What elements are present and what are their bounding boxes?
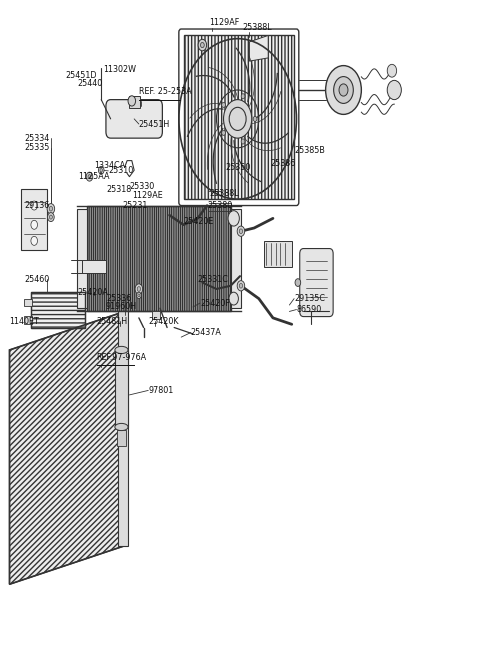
Text: 97801: 97801 — [148, 386, 174, 395]
Circle shape — [228, 211, 240, 226]
Text: 1129AE: 1129AE — [132, 191, 163, 200]
Text: 25460: 25460 — [24, 275, 50, 284]
Text: 86590: 86590 — [297, 305, 322, 314]
Text: 25331C: 25331C — [198, 275, 228, 284]
Text: 25335: 25335 — [24, 143, 50, 152]
Text: 91960H: 91960H — [106, 303, 137, 312]
Circle shape — [387, 64, 396, 77]
Circle shape — [222, 130, 226, 136]
Text: 25330: 25330 — [130, 182, 155, 191]
Bar — [77, 209, 87, 309]
Polygon shape — [250, 35, 268, 61]
FancyBboxPatch shape — [300, 248, 333, 316]
Text: 25420A: 25420A — [78, 288, 108, 297]
Circle shape — [253, 117, 257, 121]
Circle shape — [224, 100, 252, 138]
Circle shape — [136, 292, 141, 299]
Circle shape — [201, 43, 204, 48]
Text: 1140ET: 1140ET — [10, 316, 39, 326]
Circle shape — [137, 287, 141, 291]
Text: 25350: 25350 — [225, 162, 251, 172]
Text: 1334CA: 1334CA — [94, 161, 125, 170]
Circle shape — [135, 284, 143, 294]
Circle shape — [100, 168, 103, 172]
Text: 25334: 25334 — [24, 134, 50, 143]
Circle shape — [31, 220, 37, 229]
Circle shape — [49, 206, 53, 211]
Circle shape — [237, 226, 245, 236]
Circle shape — [86, 172, 93, 181]
Text: 25388L: 25388L — [242, 22, 272, 31]
Bar — [31, 292, 85, 328]
Text: 25318: 25318 — [106, 185, 131, 194]
Circle shape — [239, 229, 242, 234]
Bar — [87, 206, 230, 312]
Text: 1125AA: 1125AA — [78, 172, 109, 181]
Text: 25420K: 25420K — [148, 316, 179, 326]
Circle shape — [237, 280, 245, 291]
Circle shape — [31, 236, 37, 246]
Text: 29136: 29136 — [24, 201, 50, 210]
Text: 25420E: 25420E — [183, 217, 214, 226]
Polygon shape — [83, 260, 106, 273]
Bar — [230, 209, 241, 309]
Circle shape — [334, 77, 353, 103]
Circle shape — [339, 84, 348, 96]
Text: 11302W: 11302W — [104, 65, 137, 74]
Text: REF. 25-253A: REF. 25-253A — [139, 86, 192, 96]
Bar — [152, 312, 160, 319]
Bar — [129, 96, 140, 108]
Text: REF.97-976A: REF.97-976A — [96, 352, 147, 362]
Circle shape — [98, 166, 104, 174]
Bar — [117, 430, 126, 446]
Text: 25437A: 25437A — [191, 328, 221, 337]
Circle shape — [128, 96, 135, 106]
Polygon shape — [10, 312, 125, 584]
Circle shape — [48, 213, 54, 221]
Text: 25451D: 25451D — [65, 71, 96, 81]
Text: 25380: 25380 — [207, 201, 232, 210]
Bar — [118, 312, 128, 546]
Circle shape — [198, 39, 206, 51]
Text: 25420F: 25420F — [200, 299, 230, 308]
Text: 25385B: 25385B — [294, 147, 325, 155]
Circle shape — [239, 284, 242, 288]
Bar — [24, 316, 32, 324]
Circle shape — [49, 215, 52, 219]
Text: 25388L: 25388L — [209, 189, 239, 198]
Text: 25336: 25336 — [106, 294, 131, 303]
Circle shape — [31, 201, 37, 210]
Text: 29135C: 29135C — [294, 294, 325, 303]
Text: 25481H: 25481H — [96, 316, 128, 326]
Circle shape — [229, 292, 239, 305]
FancyBboxPatch shape — [106, 100, 162, 138]
Text: 25440: 25440 — [78, 79, 103, 88]
Circle shape — [325, 66, 361, 115]
Circle shape — [222, 102, 226, 107]
Circle shape — [241, 94, 245, 99]
Bar — [183, 35, 294, 199]
Ellipse shape — [115, 346, 128, 354]
Text: 1129AF: 1129AF — [209, 18, 240, 27]
Bar — [31, 292, 85, 328]
Text: 25231: 25231 — [122, 201, 148, 210]
Bar — [21, 189, 47, 250]
Circle shape — [295, 279, 300, 286]
Circle shape — [241, 139, 245, 144]
Circle shape — [138, 294, 140, 297]
Text: 25451H: 25451H — [139, 119, 170, 128]
Circle shape — [47, 204, 55, 214]
Bar — [24, 299, 32, 307]
Circle shape — [88, 175, 91, 179]
Text: 25386: 25386 — [271, 159, 296, 168]
Ellipse shape — [115, 423, 128, 430]
Circle shape — [387, 81, 401, 100]
Bar — [115, 350, 128, 427]
Text: 25310: 25310 — [108, 166, 133, 176]
Bar — [264, 241, 292, 267]
